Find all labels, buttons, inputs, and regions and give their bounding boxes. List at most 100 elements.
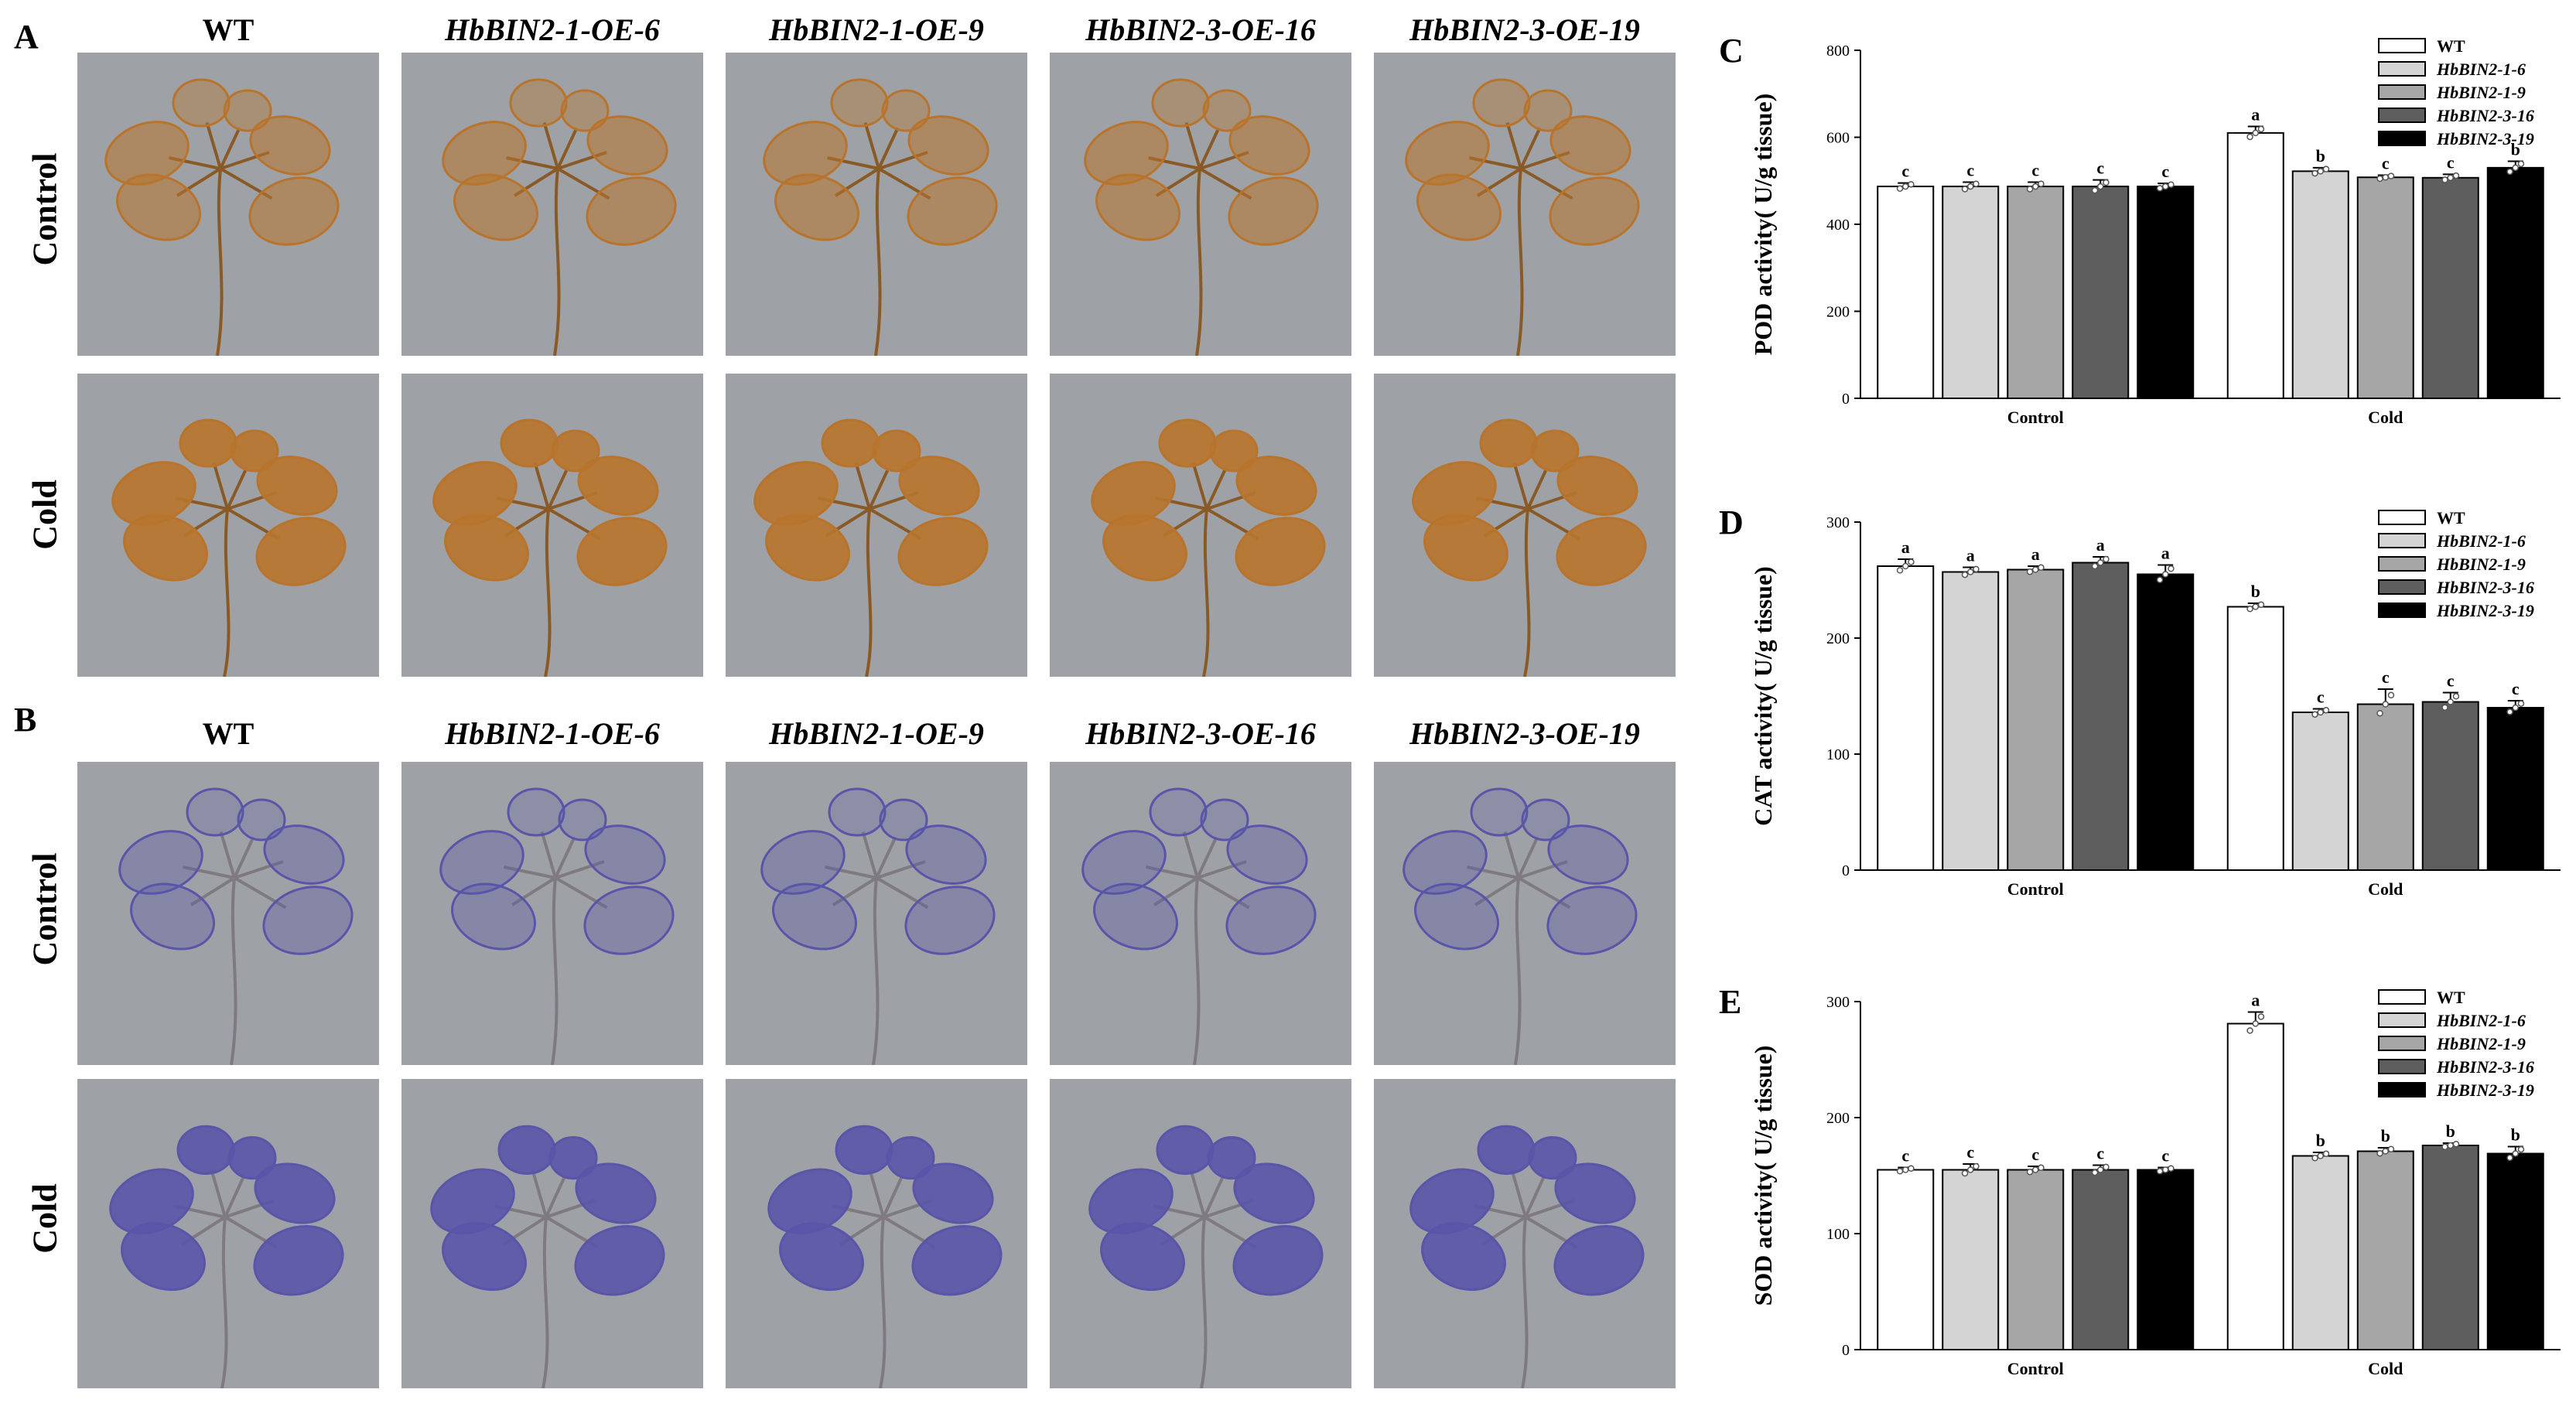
x-category-label: Control xyxy=(2007,879,2064,899)
replicate-point xyxy=(2447,174,2454,182)
significance-letter: b xyxy=(2511,139,2520,159)
column-label-oe6-a: HbBIN2-1-OE-6 xyxy=(445,12,660,47)
replicate-point xyxy=(2097,559,2104,566)
panel-letter-c: C xyxy=(1719,32,1744,70)
replicate-point xyxy=(2252,129,2259,137)
replicate-point xyxy=(2032,183,2039,190)
row-label-control-a: Control xyxy=(26,152,64,266)
seedling-photo xyxy=(726,1079,1027,1388)
y-tick-label: 800 xyxy=(1826,43,1850,60)
bar xyxy=(2291,170,2349,399)
replicate-point xyxy=(1896,567,1904,574)
y-tick-label: 200 xyxy=(1826,630,1850,647)
bar xyxy=(1942,571,2000,871)
seedling-photo xyxy=(1050,1079,1351,1388)
replicate-point xyxy=(2376,1149,2383,1157)
legend-swatch xyxy=(2378,1059,2426,1074)
row-label-control-b: Control xyxy=(26,852,64,966)
legend-label: HbBIN2-1-9 xyxy=(2436,83,2526,102)
seedling-photo xyxy=(401,762,703,1065)
bar xyxy=(1877,1169,1935,1350)
legend-label: HbBIN2-1-6 xyxy=(2436,1011,2526,1030)
replicate-point xyxy=(2512,1150,2519,1157)
column-label-oe9-a: HbBIN2-1-OE-9 xyxy=(769,12,984,47)
bar xyxy=(2007,1169,2065,1350)
legend-label: HbBIN2-3-16 xyxy=(2436,106,2534,125)
y-tick-label: 200 xyxy=(1826,1110,1850,1127)
legend-swatch xyxy=(2378,989,2426,1005)
seedling-photo xyxy=(1374,374,1676,677)
bar xyxy=(2226,606,2284,871)
replicate-point xyxy=(2257,125,2265,133)
replicate-point xyxy=(2452,693,2460,700)
bar xyxy=(2291,1155,2349,1350)
column-label-oe6-b: HbBIN2-1-OE-6 xyxy=(445,716,660,751)
y-axis-title: POD activity( U/g tissue) xyxy=(1749,94,1777,356)
replicate-point xyxy=(1908,558,1915,565)
x-category-label: Control xyxy=(2007,1359,2064,1378)
y-tick-label: 400 xyxy=(1826,217,1850,234)
legend-swatch xyxy=(2378,579,2426,595)
bar xyxy=(1877,186,1935,399)
replicate-point xyxy=(2156,1168,2164,1175)
significance-letter: c xyxy=(2447,671,2455,691)
replicate-point xyxy=(2317,168,2324,175)
replicate-point xyxy=(2252,1020,2259,1027)
bar xyxy=(2291,712,2349,871)
significance-letter: a xyxy=(2251,991,2260,1010)
replicate-point xyxy=(2311,711,2318,718)
x-category-label: Cold xyxy=(2368,408,2403,427)
significance-letter: a xyxy=(1966,546,1975,565)
replicate-point xyxy=(2512,164,2519,172)
legend-label: HbBIN2-3-16 xyxy=(2436,578,2534,597)
significance-letter: c xyxy=(2031,160,2039,179)
sod-activity-chart: 0 100 200 300 SOD activity( U/g tissue) c c c c c… xyxy=(1749,988,2561,1378)
legend-swatch xyxy=(2378,533,2426,548)
replicate-point xyxy=(2517,700,2525,707)
replicate-point xyxy=(1902,183,1909,190)
column-label-wt-a: WT xyxy=(202,12,255,47)
replicate-point xyxy=(2452,1140,2460,1148)
seedling-photo xyxy=(726,374,1027,677)
significance-letter: c xyxy=(2096,1144,2104,1163)
replicate-point xyxy=(2103,1163,2110,1171)
bar xyxy=(2421,701,2479,871)
replicate-point xyxy=(2506,168,2513,176)
bar xyxy=(2421,176,2479,399)
replicate-point xyxy=(2387,691,2395,699)
bar xyxy=(1877,565,1935,871)
seedling-photo xyxy=(77,1079,379,1388)
significance-letter: c xyxy=(2317,688,2325,707)
replicate-point xyxy=(2162,1166,2169,1173)
significance-letter: b xyxy=(2316,1131,2325,1150)
bar xyxy=(2486,707,2544,871)
bar xyxy=(2007,186,2065,399)
replicate-point xyxy=(2311,1154,2318,1162)
legend-label: HbBIN2-3-16 xyxy=(2436,1057,2534,1077)
replicate-point xyxy=(2322,1150,2330,1158)
replicate-point xyxy=(2091,1169,2099,1176)
replicate-point xyxy=(2382,1148,2389,1155)
replicate-point xyxy=(2512,704,2519,712)
panel-letter-d: D xyxy=(1719,504,1744,541)
replicate-point xyxy=(2447,1142,2454,1149)
x-category-label: Control xyxy=(2007,408,2064,427)
replicate-point xyxy=(2162,571,2169,578)
replicate-point xyxy=(1967,1166,1974,1173)
replicate-point xyxy=(1902,562,1909,570)
replicate-point xyxy=(2156,185,2164,192)
legend-swatch xyxy=(2378,556,2426,572)
replicate-point xyxy=(2032,1166,2039,1173)
legend-label: WT xyxy=(2437,508,2465,527)
y-tick-label: 300 xyxy=(1826,994,1850,1011)
y-tick-label: 0 xyxy=(1842,391,1850,408)
bar xyxy=(2226,1022,2284,1350)
replicate-point xyxy=(2382,174,2389,181)
replicate-point xyxy=(2382,701,2389,708)
replicate-point xyxy=(2038,180,2045,187)
replicate-point xyxy=(1967,568,1974,575)
replicate-point xyxy=(2168,1165,2175,1172)
replicate-point xyxy=(2162,183,2169,190)
seedling-photo xyxy=(1374,53,1676,356)
legend-label: HbBIN2-3-19 xyxy=(2436,601,2534,620)
